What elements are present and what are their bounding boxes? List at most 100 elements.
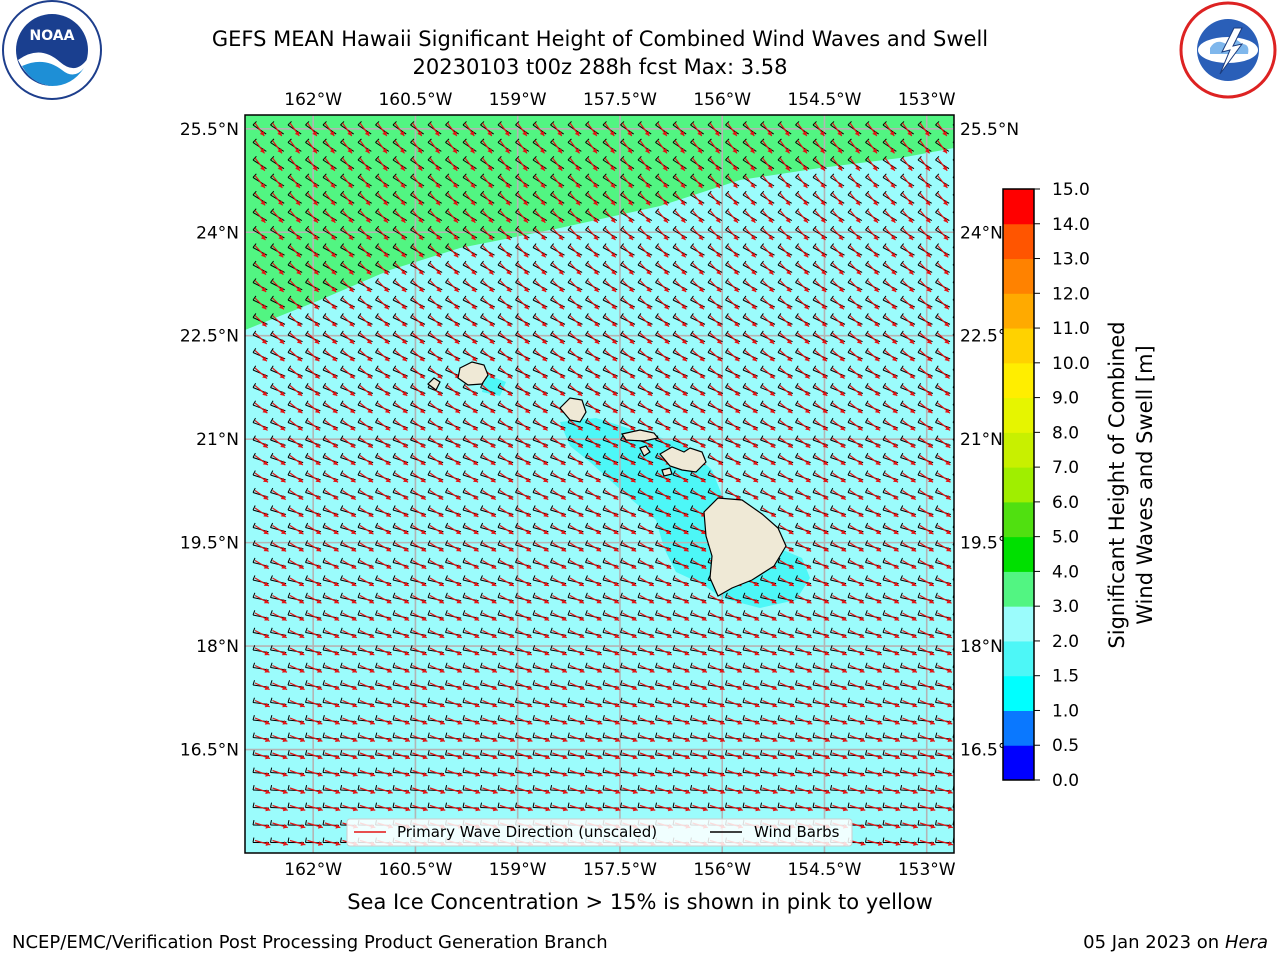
wind-barb-flag (357, 382, 362, 388)
wind-barb-flag (777, 417, 781, 423)
wind-barb-flag (847, 243, 852, 248)
wind-barb-flag (812, 417, 816, 423)
wind-barb-flag (777, 348, 782, 353)
wave-arrow-head (312, 131, 317, 137)
wind-barb-flag (637, 155, 642, 161)
wave-arrow-head (434, 131, 440, 137)
wind-barb-flag (550, 260, 554, 266)
wind-barb-flag (620, 435, 624, 441)
wave-arrow-head (296, 339, 302, 344)
wind-barb-flag (847, 278, 852, 283)
wave-arrow-head (838, 269, 844, 275)
wave-arrow-head (259, 148, 265, 154)
wind-barb-flag (830, 260, 834, 266)
wave-arrow (955, 456, 968, 466)
wind-barb-flag (795, 313, 799, 318)
wave-arrow-head (822, 391, 828, 396)
wave-arrow-head (821, 269, 826, 275)
wave-arrow-head (681, 304, 687, 310)
wave-arrow-head (804, 321, 810, 327)
wind-barb-flag (690, 400, 694, 406)
wave-arrow-head (296, 304, 302, 310)
wave-arrow-head (892, 425, 898, 431)
wind-barb-flag (900, 155, 905, 161)
wave-arrow-head (944, 321, 950, 327)
wind-barb (952, 579, 954, 581)
wind-barb-flag (935, 173, 940, 178)
wave-arrow-head (697, 183, 703, 189)
wave-arrow-head (665, 443, 671, 448)
wave-arrow-head (557, 165, 563, 171)
wave-arrow-head (261, 269, 266, 275)
wind-barb-flag (917, 400, 922, 406)
wave-arrow-head (365, 235, 371, 241)
wind-barb-flag (515, 155, 520, 161)
wave-arrow-head (770, 425, 776, 431)
wave-arrow-head (575, 217, 581, 223)
wind-barb-flag (620, 173, 625, 178)
wind-barb-flag (865, 400, 869, 406)
wave-arrow-head (663, 235, 669, 241)
wave-arrow-head (838, 200, 843, 206)
wave-arrow-head (385, 443, 391, 448)
wind-barb-flag (742, 400, 747, 406)
wind-barb-flag (392, 138, 397, 143)
wave-arrow-head (330, 183, 335, 189)
wind-barb-flag (637, 365, 642, 371)
wind-barb-flag (760, 243, 765, 248)
wind-barb-flag (620, 138, 625, 143)
wind-barb-flag (637, 190, 642, 196)
wave-arrow-head (750, 235, 756, 241)
wind-barb-flag (427, 313, 432, 318)
wave-arrow-head (435, 217, 441, 223)
wave-arrow-head (925, 235, 931, 241)
wave-arrow-head (419, 356, 425, 362)
wind-barb-flag (357, 400, 362, 406)
wave-arrow-head (488, 217, 493, 223)
wave-arrow-head (768, 269, 774, 275)
wave-arrow-head (612, 408, 618, 414)
wave-arrow-head (384, 373, 390, 379)
wind-barb-flag (707, 295, 712, 301)
wind-barb-flag (620, 382, 624, 388)
wave-arrow-head (489, 304, 494, 310)
wave-arrow-head (855, 217, 861, 223)
wind-barb-flag (620, 313, 624, 318)
wave-arrow-head (838, 217, 843, 223)
wave-arrow-head (802, 183, 808, 189)
wind-barb-flag (777, 208, 782, 213)
wave-arrow-head (663, 200, 668, 206)
wind-barb-flag (357, 173, 362, 178)
wave-arrow-head (312, 165, 318, 171)
wind-barb-flag (707, 382, 712, 388)
wave-arrow-head (366, 321, 372, 327)
wave-arrow-head (522, 148, 528, 154)
wave-arrow-head (453, 287, 459, 292)
wave-arrow-head (629, 391, 635, 396)
wind-barb-flag (830, 138, 835, 143)
wind-barb-flag (672, 365, 677, 371)
wind-barb-flag (812, 138, 817, 143)
wind-barb-flag (287, 243, 292, 248)
wave-arrow-head (700, 425, 706, 431)
wind-barb-flag (865, 382, 869, 388)
wave-arrow-head (612, 443, 618, 448)
wave-arrow-head (822, 356, 827, 362)
wave-arrow-head (892, 391, 898, 396)
wind-barb-flag (357, 155, 362, 161)
wave-arrow-head (557, 148, 563, 154)
wind-barb-flag (760, 348, 764, 353)
wind-barb-flag (445, 417, 449, 423)
wind-barb-flag (900, 313, 904, 318)
wind-barb-flag (305, 382, 309, 388)
wave-arrow-head (963, 478, 968, 482)
wave-arrow-head (279, 304, 284, 310)
wave-arrow-head (752, 356, 757, 362)
wave-arrow-head (804, 391, 810, 396)
wind-barb-flag (270, 243, 275, 248)
wind-barb-flag (760, 295, 764, 301)
wave-arrow-head (803, 287, 809, 292)
wind-barb-flag (480, 155, 485, 161)
wave-arrow-head (663, 269, 669, 275)
chart-title: GEFS MEAN Hawaii Significant Height of C… (211, 27, 989, 51)
